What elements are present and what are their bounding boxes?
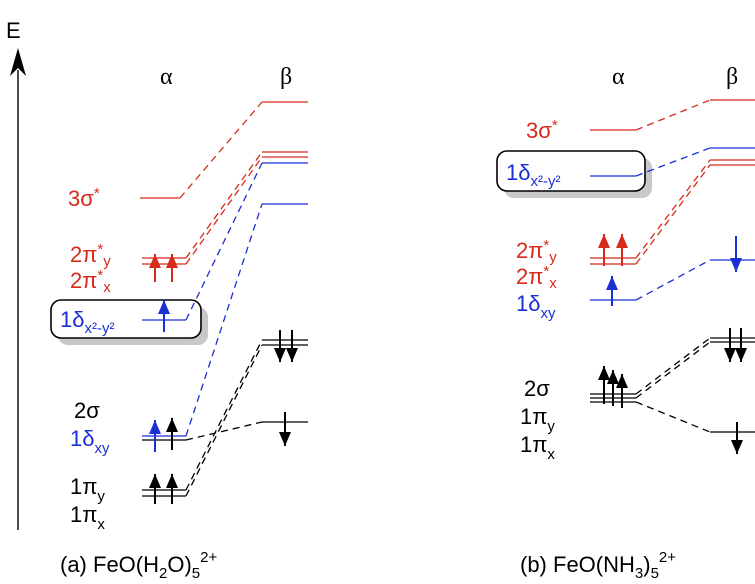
panel-a-label-1delta-xy: 1δxy xyxy=(70,426,110,457)
panel-b-label-1delta-x2y2: 1δx²-y² xyxy=(506,160,560,190)
panel-a-alpha-header: α xyxy=(160,64,173,90)
panel-b-electrons xyxy=(598,234,747,454)
panel-b: α β xyxy=(496,64,755,582)
panel-a-correlation-lines xyxy=(179,101,263,497)
panel-a-electrons xyxy=(149,254,298,504)
up-arrow-icon xyxy=(158,300,170,314)
panel-b-label-2pi-y: 2π*y xyxy=(516,237,557,266)
down-arrow-icon xyxy=(279,432,291,446)
panel-b-label-3sigma-star: 3σ* xyxy=(526,117,558,143)
panel-a-label-3sigma-star: 3σ* xyxy=(68,185,100,211)
up-arrow-icon xyxy=(149,254,161,268)
panel-a-beta-header: β xyxy=(280,64,292,90)
energy-axis: E xyxy=(6,18,26,530)
panel-b-beta-header: β xyxy=(726,64,738,90)
up-arrow-icon xyxy=(616,374,628,388)
up-arrow-icon xyxy=(166,418,178,432)
panel-b-label-1pi-y: 1πy xyxy=(520,404,555,435)
up-arrow-icon xyxy=(616,234,628,248)
panel-a-label-1pi-y: 1πy xyxy=(70,474,105,505)
panel-a-label-1pi-x: 1πx xyxy=(70,502,105,533)
panel-b-correlation-lines xyxy=(635,99,711,433)
panel-a-label-1delta-x2y2: 1δx²-y² xyxy=(60,307,114,337)
down-arrow-icon xyxy=(731,440,743,454)
down-arrow-icon xyxy=(730,258,742,272)
panel-b-alpha-header: α xyxy=(612,64,625,90)
up-arrow-icon xyxy=(598,234,610,248)
up-arrow-icon xyxy=(607,370,619,384)
panel-a-label-2pi-y: 2π*y xyxy=(70,241,111,270)
down-arrow-icon xyxy=(286,348,298,362)
panel-b-label-2pi-x: 2π*x xyxy=(516,263,557,292)
axis-arrowhead-icon xyxy=(10,48,26,76)
down-arrow-icon xyxy=(274,348,286,362)
panel-b-label-1delta-xy: 1δxy xyxy=(516,291,556,322)
down-arrow-icon xyxy=(724,348,736,362)
panel-a-caption: (a) FeO(H2O)52+ xyxy=(60,549,217,582)
up-arrow-icon xyxy=(606,276,618,290)
panel-b-label-1pi-x: 1πx xyxy=(520,432,555,463)
panel-a: α β xyxy=(50,64,308,582)
panel-b-highlight-box xyxy=(496,150,646,192)
panel-a-label-2sigma: 2σ xyxy=(74,398,100,423)
panel-b-caption: (b) FeO(NH3)52+ xyxy=(520,549,676,582)
down-arrow-icon xyxy=(735,348,747,362)
up-arrow-icon xyxy=(149,420,161,434)
up-arrow-icon xyxy=(598,366,610,380)
up-arrow-icon xyxy=(149,474,161,488)
up-arrow-icon xyxy=(166,474,178,488)
up-arrow-icon xyxy=(166,254,178,268)
energy-axis-label: E xyxy=(6,18,21,43)
panel-a-label-2pi-x: 2π*x xyxy=(70,267,111,296)
panel-b-label-2sigma: 2σ xyxy=(524,376,550,401)
